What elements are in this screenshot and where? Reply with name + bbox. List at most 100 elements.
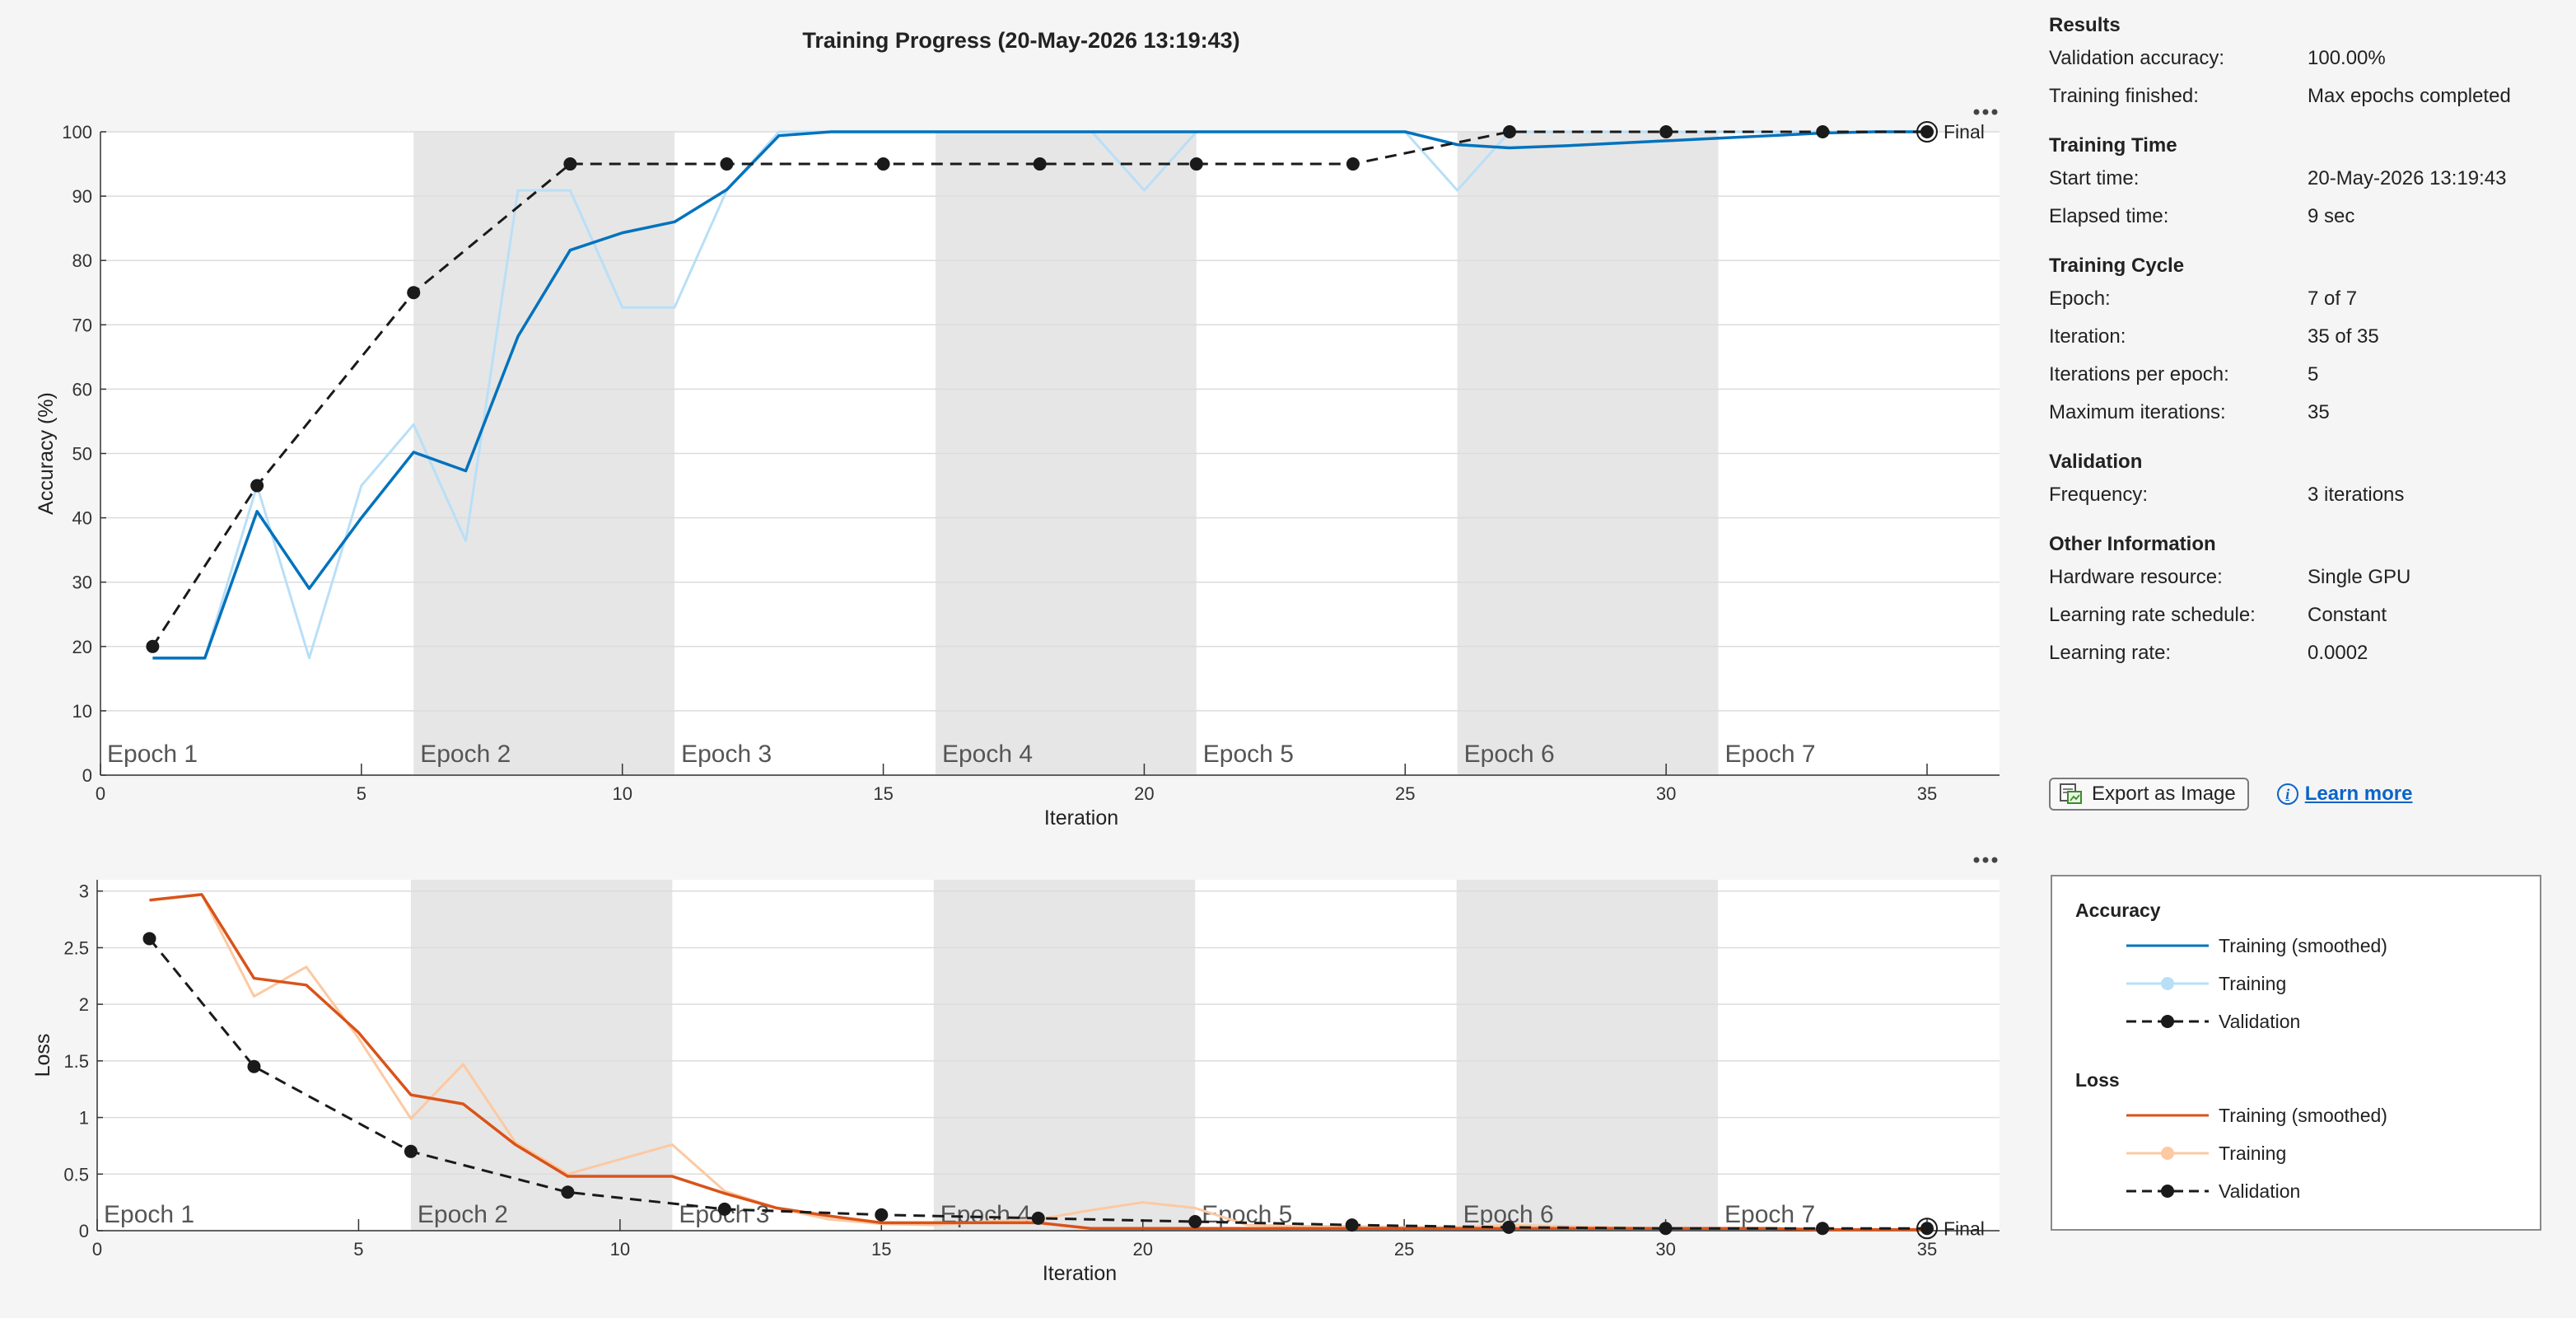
- x-tick-label: 15: [871, 1239, 891, 1260]
- more-options-icon[interactable]: [1973, 109, 1998, 115]
- learn-more-link[interactable]: i Learn more: [2276, 783, 2412, 806]
- x-tick-label: 5: [357, 783, 366, 804]
- info-value: 9 sec: [2308, 205, 2355, 227]
- epoch-band: [933, 880, 1196, 1231]
- legend-label: Validation: [2219, 1010, 2301, 1032]
- y-tick-label: 30: [72, 573, 92, 593]
- x-tick-label: 10: [612, 783, 632, 804]
- info-label: Validation accuracy:: [2049, 47, 2224, 69]
- legend-label: Validation: [2219, 1180, 2301, 1202]
- final-marker: [1916, 121, 1938, 143]
- info-value: 0.0002: [2308, 642, 2368, 664]
- info-icon: i: [2276, 783, 2298, 805]
- x-axis-label: Iteration: [1044, 806, 1118, 830]
- validation-point: [250, 479, 264, 493]
- legend-swatch: [2126, 1114, 2209, 1117]
- info-row: Learning rate schedule: Constant: [2049, 596, 2560, 634]
- info-label: Elapsed time:: [2049, 205, 2169, 227]
- legend-item: Validation: [2125, 1175, 2300, 1208]
- info-label: Maximum iterations:: [2049, 401, 2226, 423]
- validation-point: [563, 157, 577, 171]
- accuracy-plot: 0 10 20 30 40 50 60 70 80 90 100 0 5 10 15 20 25 30 35 Epoc…: [35, 109, 2000, 830]
- legend-item: Training (smoothed): [2125, 1099, 2387, 1132]
- y-tick-label: 1: [79, 1108, 89, 1129]
- info-section-title: Training Cycle: [2049, 255, 2185, 277]
- legend-swatch: [2126, 1147, 2209, 1160]
- x-tick-label: 20: [1132, 1239, 1152, 1260]
- validation-point: [876, 157, 890, 171]
- legend-panel: Accuracy Training (smoothed) Training Valid…: [2051, 875, 2541, 1231]
- epoch-label: Epoch 1: [107, 741, 198, 768]
- info-value: Max epochs completed: [2308, 85, 2511, 107]
- validation-point: [1033, 157, 1047, 171]
- validation-point: [146, 639, 160, 653]
- legend-label: Training (smoothed): [2219, 1104, 2387, 1126]
- final-marker: [1916, 1218, 1938, 1240]
- validation-point: [1816, 125, 1830, 138]
- epoch-band: [410, 880, 673, 1231]
- legend-item: Training: [2125, 1137, 2286, 1170]
- validation-point: [561, 1185, 575, 1199]
- validation-point: [1659, 1222, 1673, 1236]
- info-row: Iteration: 35 of 35: [2049, 318, 2560, 356]
- validation-point: [404, 1144, 418, 1158]
- info-section-title: Results: [2049, 14, 2121, 36]
- y-tick-label: 100: [62, 122, 92, 143]
- y-tick-label: 3: [79, 881, 89, 902]
- legend-label: Training: [2219, 1142, 2287, 1164]
- validation-point: [1188, 1215, 1202, 1229]
- final-label: Final: [1944, 121, 1985, 143]
- validation-point: [1816, 1222, 1830, 1236]
- legend-group-title: Loss: [2075, 1069, 2120, 1091]
- info-value: 5: [2308, 363, 2319, 386]
- x-tick-label: 25: [1395, 783, 1415, 804]
- info-row: Elapsed time: 9 sec: [2049, 198, 2560, 236]
- info-label: Training finished:: [2049, 85, 2199, 107]
- info-row: Maximum iterations: 35: [2049, 394, 2560, 432]
- epoch-label: Epoch 7: [1725, 741, 1816, 768]
- validation-point: [875, 1208, 889, 1222]
- info-label: Hardware resource:: [2049, 566, 2223, 588]
- validation-point: [1189, 157, 1203, 171]
- info-row: Start time: 20-May-2026 13:19:43: [2049, 160, 2560, 198]
- legend-group-title: Accuracy: [2075, 900, 2161, 921]
- validation-point: [1502, 1220, 1516, 1234]
- validation-point: [1659, 125, 1673, 138]
- training-plots: Training Progress (20-May-2026 13:19:43)…: [31, 28, 2000, 1285]
- accuracy-smoothed-line: [152, 130, 1927, 660]
- final-label: Final: [1944, 1218, 1985, 1239]
- legend-item: Training (smoothed): [2125, 929, 2387, 962]
- info-label: Iteration:: [2049, 325, 2126, 348]
- info-section-title: Training Time: [2049, 134, 2177, 157]
- more-options-icon[interactable]: [1973, 857, 1998, 863]
- x-tick-label: 35: [1917, 783, 1937, 804]
- export-as-image-button[interactable]: Export as Image: [2049, 778, 2249, 811]
- x-tick-label: 10: [610, 1239, 630, 1260]
- y-tick-label: 20: [72, 637, 92, 657]
- validation-point: [1031, 1211, 1045, 1225]
- x-tick-label: 20: [1134, 783, 1154, 804]
- epoch-label: Epoch 7: [1724, 1201, 1815, 1228]
- x-tick-label: 0: [96, 783, 105, 804]
- x-tick-label: 5: [353, 1239, 363, 1260]
- info-label: Epoch:: [2049, 287, 2111, 310]
- y-axis-label: Loss: [31, 1034, 54, 1077]
- training-info-panel: Results Validation accuracy: 100.00% Traini…: [2049, 12, 2560, 672]
- info-row: Training finished: Max epochs completed: [2049, 77, 2560, 115]
- info-label: Learning rate schedule:: [2049, 604, 2256, 626]
- legend-swatch: [2126, 977, 2209, 990]
- y-tick-label: 40: [72, 508, 92, 529]
- legend-item: Training: [2125, 967, 2286, 1000]
- info-row: Learning rate: 0.0002: [2049, 634, 2560, 672]
- y-tick-label: 1.5: [63, 1051, 89, 1072]
- info-label: Learning rate:: [2049, 642, 2172, 664]
- x-tick-label: 25: [1394, 1239, 1414, 1260]
- x-tick-label: 30: [1656, 783, 1676, 804]
- x-tick-label: 35: [1917, 1239, 1937, 1260]
- legend-label: Training (smoothed): [2219, 934, 2387, 956]
- info-value: 100.00%: [2308, 47, 2386, 69]
- x-axis-label: Iteration: [1043, 1262, 1117, 1285]
- y-tick-label: 0: [79, 1221, 89, 1241]
- info-value: 3 iterations: [2308, 484, 2405, 506]
